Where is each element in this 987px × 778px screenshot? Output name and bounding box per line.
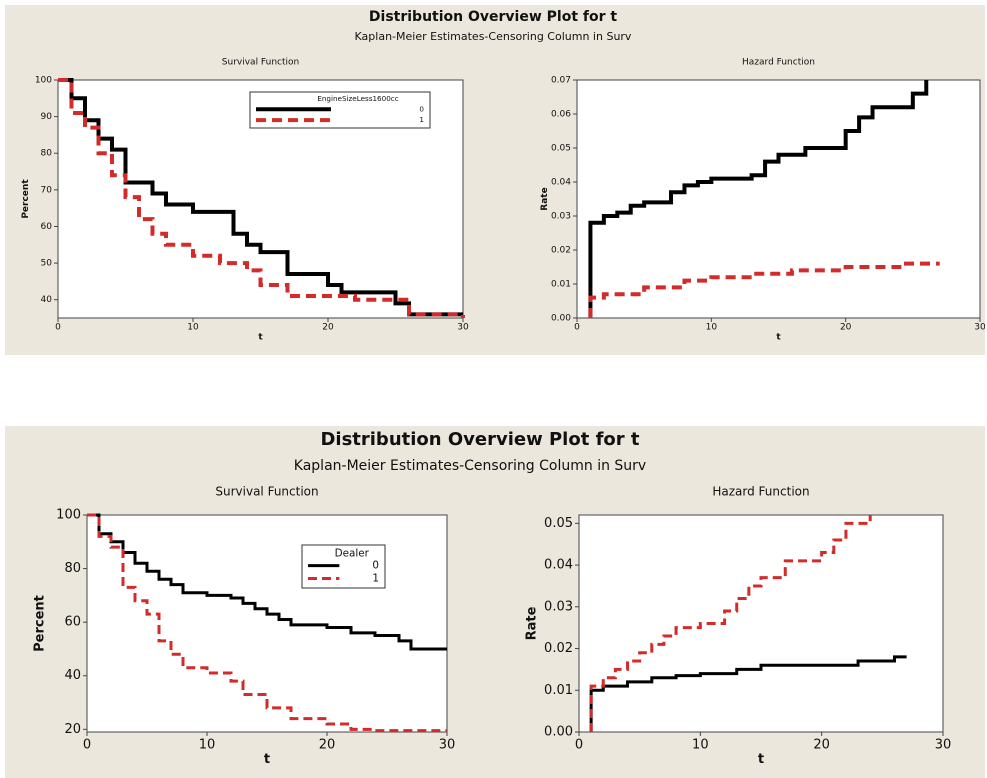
y-tick-label: 70 — [41, 185, 53, 195]
panel-title: Distribution Overview Plot for t — [369, 9, 617, 25]
panel-title: Distribution Overview Plot for t — [320, 429, 639, 450]
y-tick-label: 100 — [35, 76, 52, 86]
x-tick-label: 0 — [55, 323, 61, 333]
x-tick-label: 30 — [974, 323, 986, 333]
x-axis-label: t — [264, 752, 270, 767]
panel-subtitle: Kaplan-Meier Estimates-Censoring Column … — [294, 458, 646, 474]
plot-area — [86, 514, 448, 733]
y-tick-label: 80 — [41, 149, 53, 159]
chart-title: Hazard Function — [712, 485, 809, 499]
x-tick-label: 0 — [575, 738, 583, 753]
legend-title: EngineSizeLess1600cc — [317, 94, 398, 103]
y-tick-label: 80 — [64, 561, 81, 576]
x-tick-label: 10 — [692, 738, 709, 753]
y-tick-label: 0.00 — [551, 314, 571, 324]
x-axis-label: t — [258, 332, 263, 342]
y-axis-label: Percent — [21, 179, 31, 219]
x-tick-label: 10 — [199, 738, 216, 753]
y-axis-label: Rate — [525, 606, 540, 640]
y-tick-label: 60 — [41, 222, 53, 232]
step-line — [588, 261, 940, 318]
step-line — [87, 513, 447, 733]
y-tick-label: 0.05 — [551, 144, 571, 154]
step-line — [589, 655, 907, 732]
x-tick-label: 20 — [322, 323, 334, 333]
y-tick-label: 0.04 — [544, 558, 573, 573]
y-tick-label: 0.02 — [544, 641, 573, 656]
x-tick-label: 30 — [935, 738, 952, 753]
y-tick-label: 0.06 — [551, 110, 571, 120]
legend-label: 1 — [372, 573, 379, 585]
y-tick-label: 40 — [41, 295, 53, 305]
step-line — [588, 80, 929, 318]
y-tick-label: 50 — [41, 259, 53, 269]
y-tick-label: 20 — [64, 722, 81, 737]
step-line — [87, 513, 447, 651]
chart-title: Survival Function — [222, 58, 299, 68]
y-axis-label: Percent — [33, 595, 48, 652]
y-axis-label: Rate — [540, 187, 550, 210]
x-tick-label: 10 — [706, 323, 718, 333]
legend-label: 0 — [372, 560, 379, 572]
plot-area — [576, 79, 981, 319]
x-tick-label: 0 — [83, 738, 91, 753]
plot-area — [578, 514, 944, 733]
chart-title: Hazard Function — [742, 58, 815, 68]
x-tick-label: 30 — [439, 738, 456, 753]
y-tick-label: 0.01 — [544, 683, 573, 698]
y-tick-label: 0.00 — [544, 725, 573, 740]
x-tick-label: 10 — [187, 323, 199, 333]
x-tick-label: 20 — [813, 738, 830, 753]
y-tick-label: 0.04 — [551, 178, 571, 188]
step-line — [589, 515, 872, 732]
y-tick-label: 90 — [41, 112, 53, 122]
step-line — [58, 78, 465, 318]
panel-subtitle: Kaplan-Meier Estimates-Censoring Column … — [355, 30, 632, 43]
y-tick-label: 60 — [64, 615, 81, 630]
y-tick-label: 0.03 — [544, 599, 573, 614]
y-tick-label: 0.02 — [551, 246, 571, 256]
x-axis-label: t — [758, 752, 764, 767]
y-tick-label: 0.01 — [551, 280, 571, 290]
x-tick-label: 20 — [319, 738, 336, 753]
y-tick-label: 0.05 — [544, 516, 573, 531]
x-tick-label: 0 — [574, 323, 580, 333]
y-tick-label: 100 — [56, 508, 81, 523]
x-tick-label: 20 — [840, 323, 852, 333]
y-tick-label: 0.03 — [551, 212, 571, 222]
x-axis-label: t — [776, 332, 781, 342]
y-tick-label: 40 — [64, 668, 81, 683]
legend-title: Dealer — [335, 548, 370, 560]
x-tick-label: 30 — [457, 323, 469, 333]
y-tick-label: 0.07 — [551, 76, 571, 86]
chart-title: Survival Function — [215, 485, 318, 499]
legend-label: 1 — [419, 115, 424, 124]
legend-label: 0 — [419, 104, 424, 113]
